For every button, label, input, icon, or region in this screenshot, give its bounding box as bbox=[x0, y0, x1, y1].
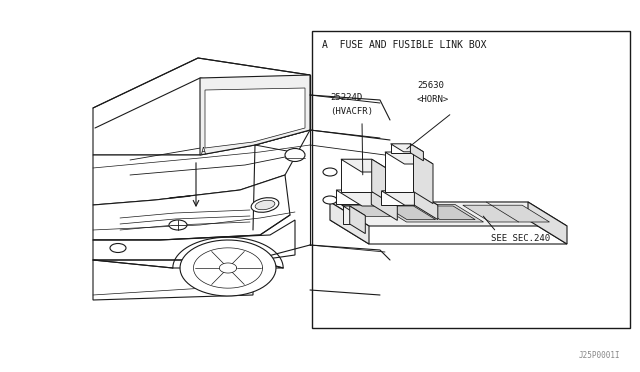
Polygon shape bbox=[93, 220, 295, 260]
Text: 25224D: 25224D bbox=[330, 93, 362, 102]
Polygon shape bbox=[381, 191, 415, 205]
Polygon shape bbox=[336, 190, 371, 204]
Text: J25P0001I: J25P0001I bbox=[579, 351, 620, 360]
Polygon shape bbox=[410, 144, 424, 161]
Polygon shape bbox=[336, 190, 397, 206]
Text: 25630: 25630 bbox=[417, 81, 444, 90]
Polygon shape bbox=[418, 206, 475, 219]
Polygon shape bbox=[330, 202, 369, 244]
Polygon shape bbox=[330, 202, 567, 226]
Polygon shape bbox=[93, 130, 310, 205]
Polygon shape bbox=[463, 205, 550, 222]
Polygon shape bbox=[205, 88, 305, 148]
Polygon shape bbox=[372, 159, 392, 204]
Polygon shape bbox=[341, 159, 372, 192]
Polygon shape bbox=[413, 152, 433, 203]
Ellipse shape bbox=[285, 148, 305, 161]
Text: A: A bbox=[201, 147, 206, 156]
Polygon shape bbox=[378, 204, 483, 222]
Polygon shape bbox=[385, 152, 413, 192]
Polygon shape bbox=[200, 75, 310, 155]
Polygon shape bbox=[385, 152, 433, 164]
Bar bbox=[312, 31, 630, 328]
Ellipse shape bbox=[169, 220, 187, 230]
Polygon shape bbox=[415, 191, 438, 219]
Text: SEE SEC.240: SEE SEC.240 bbox=[492, 234, 550, 243]
Ellipse shape bbox=[110, 244, 126, 253]
Polygon shape bbox=[93, 78, 350, 310]
Polygon shape bbox=[371, 190, 397, 220]
Polygon shape bbox=[390, 144, 410, 153]
Ellipse shape bbox=[323, 196, 337, 204]
Ellipse shape bbox=[323, 168, 337, 176]
Polygon shape bbox=[390, 144, 424, 152]
Polygon shape bbox=[528, 202, 567, 244]
Polygon shape bbox=[341, 159, 392, 172]
Polygon shape bbox=[343, 206, 365, 216]
Polygon shape bbox=[93, 58, 310, 155]
Polygon shape bbox=[93, 260, 283, 300]
Polygon shape bbox=[349, 206, 365, 234]
Polygon shape bbox=[385, 206, 436, 219]
Polygon shape bbox=[330, 220, 567, 244]
Polygon shape bbox=[342, 205, 393, 217]
Polygon shape bbox=[343, 206, 349, 224]
Ellipse shape bbox=[251, 198, 279, 212]
Polygon shape bbox=[93, 175, 290, 240]
Polygon shape bbox=[180, 240, 276, 296]
Text: <HORN>: <HORN> bbox=[417, 95, 449, 104]
Ellipse shape bbox=[255, 200, 275, 210]
Text: (HVACFR): (HVACFR) bbox=[330, 107, 373, 116]
Text: A  FUSE AND FUSIBLE LINK BOX: A FUSE AND FUSIBLE LINK BOX bbox=[322, 40, 486, 50]
Polygon shape bbox=[381, 191, 438, 205]
Polygon shape bbox=[330, 202, 528, 220]
